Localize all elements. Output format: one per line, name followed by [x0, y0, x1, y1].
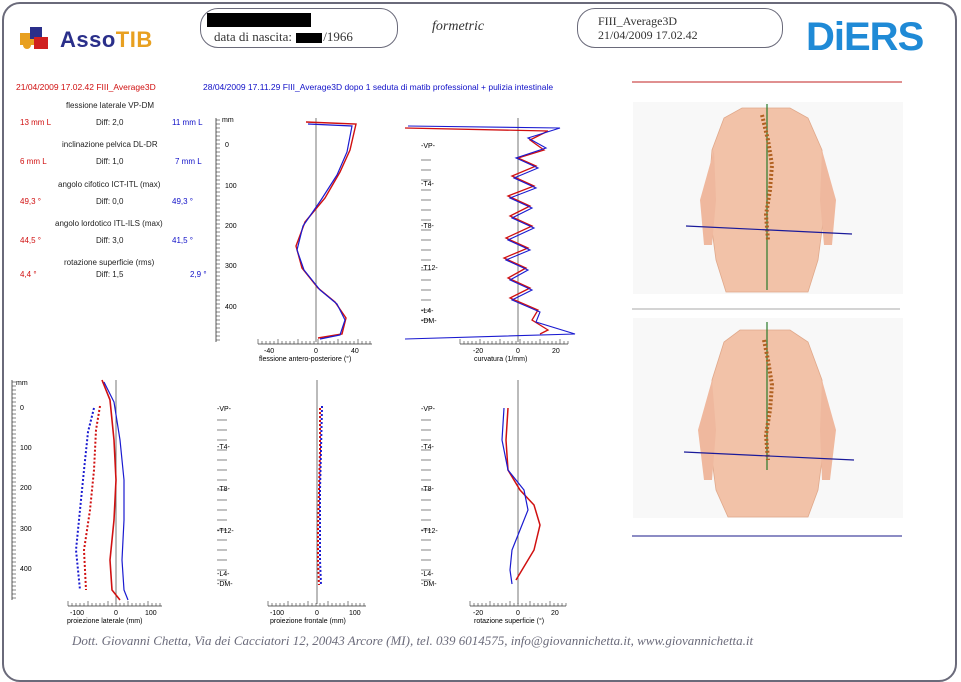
metric-label: angolo cifotico ICT-ITL (max): [58, 180, 161, 189]
metric-diff: Diff: 1,0: [96, 157, 124, 166]
metric-right-value: 7 mm L: [175, 157, 202, 166]
metric-left-value: 4,4 °: [20, 270, 37, 279]
file-datetime: 21/04/2009 17.02.42: [598, 28, 698, 42]
metric-label: angolo lordotico ITL-ILS (max): [55, 219, 163, 228]
footer-contact: Dott. Giovanni Chetta, Via dei Cacciator…: [72, 633, 754, 648]
metric-diff: Diff: 2,0: [96, 118, 124, 127]
measurement-2-header: 28/04/2009 17.11.29 FIII_Average3D dopo …: [203, 82, 554, 92]
metric-left-value: 6 mm L: [20, 157, 47, 166]
diers-logo: DiERS: [806, 15, 924, 59]
metric-right-value: 11 mm L: [172, 118, 203, 127]
logo-tib: TIB: [115, 27, 153, 52]
date-of-birth: data di nascita: /1966: [214, 29, 353, 45]
logo-asso: Asso: [60, 27, 116, 52]
redacted-dob: [296, 33, 323, 44]
app-name: formetric: [432, 19, 485, 34]
file-info-box: FIII_Average3D 21/04/2009 17.02.42: [577, 8, 783, 48]
puzzle-logo-icon: [18, 25, 54, 55]
patient-info-box: data di nascita: /1966: [200, 8, 398, 48]
metric-left-value: 49,3 °: [20, 197, 41, 206]
redacted-name: [207, 13, 311, 27]
metric-label: flessione laterale VP-DM: [66, 101, 155, 110]
metric-label: rotazione superficie (rms): [64, 258, 155, 267]
measurement-1-header: 21/04/2009 17.02.42 FIII_Average3D: [16, 82, 156, 92]
metric-right-value: 49,3 °: [172, 197, 193, 206]
file-name: FIII_Average3D: [598, 14, 678, 28]
metric-diff: Diff: 3,0: [96, 236, 124, 245]
dob-year: /1966: [323, 29, 353, 44]
dob-label: data di nascita:: [214, 29, 292, 44]
metric-diff: Diff: 1,5: [96, 270, 124, 279]
metric-diff: Diff: 0,0: [96, 197, 124, 206]
assotib-logo: AssoTIB: [18, 22, 168, 58]
metric-right-value: 2,9 °: [190, 270, 207, 279]
metric-label: inclinazione pelvica DL-DR: [62, 140, 158, 149]
logo-text: AssoTIB: [60, 27, 153, 53]
metric-left-value: 44,5 °: [20, 236, 41, 245]
metric-right-value: 41,5 °: [172, 236, 193, 245]
metric-left-value: 13 mm L: [20, 118, 52, 127]
